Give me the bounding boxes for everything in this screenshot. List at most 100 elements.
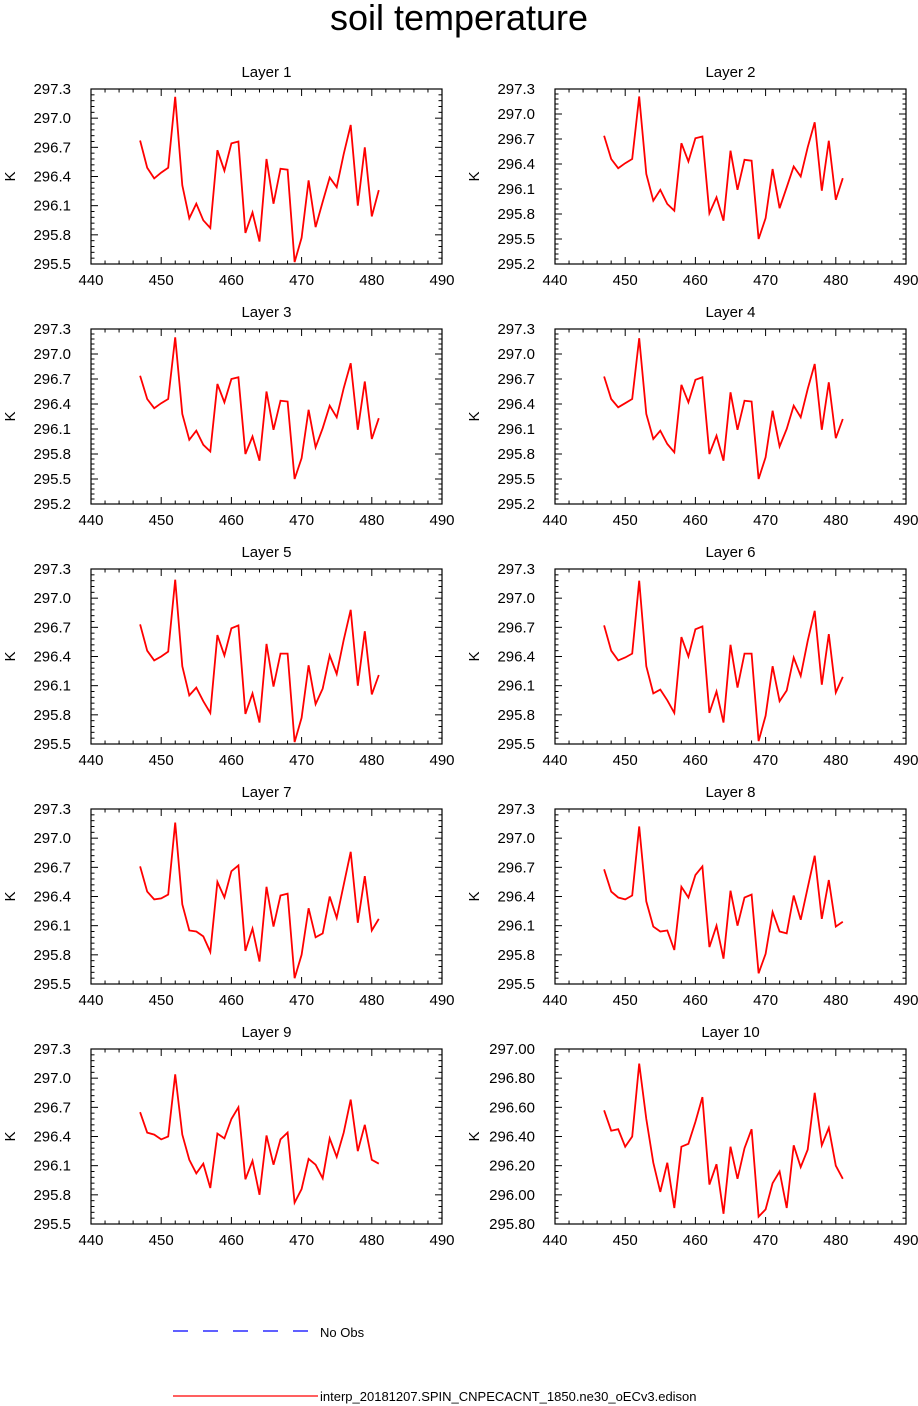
- y-tick-label: 296.7: [497, 619, 535, 636]
- panel-title: Layer 7: [241, 784, 291, 801]
- y-tick-label: 296.1: [497, 918, 535, 935]
- x-tick-label: 440: [78, 992, 103, 1009]
- y-tick-label: 297.3: [497, 81, 535, 98]
- x-tick-label: 480: [359, 752, 384, 769]
- x-tick-label: 440: [542, 752, 567, 769]
- y-tick-label: 297.0: [33, 346, 71, 363]
- panel-layer-8: Layer 8 K 440 450 460 470 480 490 295.5 295.8 296.…: [466, 784, 918, 1009]
- x-tick-label: 490: [893, 1232, 918, 1249]
- panel-title: Layer 6: [705, 544, 755, 561]
- plot-frame: [90, 568, 443, 745]
- series-line: [603, 1063, 844, 1219]
- y-tick-label: 296.1: [33, 421, 71, 438]
- panel-layer-4: Layer 4 K 440 450 460 470 480 490 295.2 295.5 295.…: [466, 304, 918, 529]
- x-tick-label: 460: [683, 272, 708, 289]
- y-tick-label: 296.1: [497, 421, 535, 438]
- y-tick-label: 296.7: [33, 1099, 71, 1116]
- y-tick-label: 297.3: [33, 1041, 71, 1058]
- x-tick-label: 440: [78, 272, 103, 289]
- y-tick-label: 296.4: [497, 889, 535, 906]
- x-tick-label: 440: [78, 752, 103, 769]
- y-tick-label: 295.8: [33, 947, 71, 964]
- y-tick-label: 297.0: [33, 1070, 71, 1087]
- x-tick-label: 450: [149, 992, 174, 1009]
- panel-title: Layer 2: [705, 64, 755, 81]
- x-tick-label: 470: [289, 272, 314, 289]
- y-axis-label: K: [466, 891, 483, 901]
- y-tick-label: 296.4: [497, 156, 535, 173]
- y-tick-label: 296.1: [497, 181, 535, 198]
- y-tick-label: 297.3: [33, 561, 71, 578]
- x-tick-label: 470: [289, 752, 314, 769]
- x-tick-label: 440: [542, 272, 567, 289]
- y-tick-label: 297.0: [33, 830, 71, 847]
- x-tick-label: 490: [429, 272, 454, 289]
- plot-frame: [554, 328, 907, 505]
- x-tick-label: 450: [149, 752, 174, 769]
- panels-grid: Layer 1 K 440 450 460 470 480 490 295.5 295.8 296.…: [2, 64, 918, 1249]
- y-tick-label: 295.8: [497, 206, 535, 223]
- x-tick-label: 450: [149, 1232, 174, 1249]
- x-tick-label: 480: [823, 272, 848, 289]
- x-tick-label: 460: [219, 752, 244, 769]
- y-tick-label: 296.1: [33, 198, 71, 215]
- y-tick-label: 296.4: [33, 889, 71, 906]
- x-tick-label: 450: [613, 1232, 638, 1249]
- y-tick-label: 296.20: [489, 1158, 535, 1175]
- y-tick-label: 296.1: [33, 918, 71, 935]
- y-tick-label: 295.8: [33, 446, 71, 463]
- y-tick-label: 297.3: [497, 561, 535, 578]
- y-axis-label: K: [2, 891, 19, 901]
- panel-title: Layer 3: [241, 304, 291, 321]
- y-tick-label: 297.00: [489, 1041, 535, 1058]
- y-tick-label: 297.0: [497, 590, 535, 607]
- y-axis-label: K: [466, 651, 483, 661]
- y-tick-label: 296.4: [33, 649, 71, 666]
- x-tick-label: 490: [893, 272, 918, 289]
- y-axis-label: K: [2, 411, 19, 421]
- x-tick-label: 460: [683, 512, 708, 529]
- x-tick-label: 460: [219, 272, 244, 289]
- y-tick-label: 296.80: [489, 1070, 535, 1087]
- y-tick-label: 295.8: [33, 1187, 71, 1204]
- series-line: [603, 826, 844, 974]
- x-tick-label: 480: [823, 752, 848, 769]
- panel-layer-9: Layer 9 K 440 450 460 470 480 490 295.5 295.8 296.…: [2, 1024, 455, 1249]
- x-tick-label: 480: [823, 992, 848, 1009]
- y-tick-label: 296.1: [33, 678, 71, 695]
- y-tick-label: 297.3: [33, 81, 71, 98]
- x-tick-label: 470: [289, 992, 314, 1009]
- panel-layer-6: Layer 6 K 440 450 460 470 480 490 295.5 295.8 296.…: [466, 544, 918, 769]
- y-axis-label: K: [466, 171, 483, 181]
- series-line: [139, 579, 380, 743]
- series-line: [139, 822, 380, 979]
- y-tick-label: 297.3: [33, 801, 71, 818]
- x-tick-label: 450: [613, 752, 638, 769]
- y-axis-label: K: [2, 171, 19, 181]
- series-line: [603, 580, 844, 742]
- y-tick-label: 295.80: [489, 1216, 535, 1233]
- x-tick-label: 450: [149, 512, 174, 529]
- plot-frame: [90, 88, 443, 265]
- y-tick-label: 296.7: [497, 371, 535, 388]
- panel-layer-3: Layer 3 K 440 450 460 470 480 490 295.2 295.5 295.…: [2, 304, 455, 529]
- panel-layer-7: Layer 7 K 440 450 460 470 480 490 295.5 295.8 296.…: [2, 784, 455, 1009]
- y-tick-label: 297.0: [33, 590, 71, 607]
- panel-title: Layer 4: [705, 304, 755, 321]
- x-tick-label: 460: [683, 992, 708, 1009]
- panel-layer-5: Layer 5 K 440 450 460 470 480 490 295.5 295.8 296.…: [2, 544, 455, 769]
- x-tick-label: 490: [893, 752, 918, 769]
- x-tick-label: 470: [753, 1232, 778, 1249]
- x-tick-label: 460: [219, 512, 244, 529]
- x-tick-label: 470: [289, 512, 314, 529]
- x-tick-label: 440: [542, 992, 567, 1009]
- y-tick-label: 297.0: [33, 110, 71, 127]
- panel-title: Layer 5: [241, 544, 291, 561]
- plot-frame: [554, 88, 907, 265]
- panel-title: Layer 8: [705, 784, 755, 801]
- x-tick-label: 470: [289, 1232, 314, 1249]
- x-tick-label: 440: [542, 512, 567, 529]
- y-axis-label: K: [466, 1131, 483, 1141]
- x-tick-label: 440: [542, 1232, 567, 1249]
- y-tick-label: 295.5: [33, 736, 71, 753]
